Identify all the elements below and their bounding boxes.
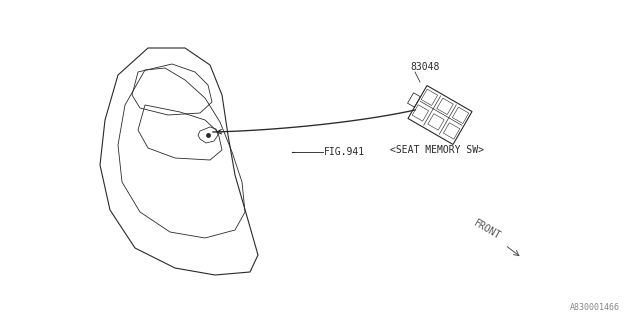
- Text: FIG.941: FIG.941: [324, 147, 365, 157]
- Text: FRONT: FRONT: [472, 218, 502, 242]
- Text: <SEAT MEMORY SW>: <SEAT MEMORY SW>: [390, 145, 484, 155]
- Text: A830001466: A830001466: [570, 303, 620, 312]
- Text: 83048: 83048: [410, 62, 440, 72]
